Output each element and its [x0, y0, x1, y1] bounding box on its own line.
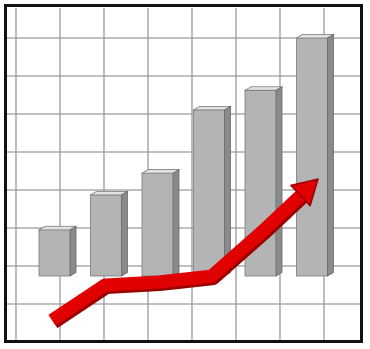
- bar-front-face: [38, 229, 71, 277]
- bar-series: [37, 33, 335, 277]
- bar-side-face: [327, 33, 334, 277]
- bar-side-face: [224, 105, 231, 277]
- trend-arrow-head: [290, 178, 319, 207]
- bar-front-face: [141, 172, 174, 277]
- trend-arrow-line: [48, 188, 308, 326]
- bar-front-face: [193, 109, 225, 277]
- bar-side-face: [275, 86, 283, 277]
- bar-side-face: [121, 190, 128, 277]
- bar-front-face: [90, 194, 122, 277]
- bar: [37, 225, 78, 277]
- bar: [140, 168, 181, 277]
- bar-side-face: [69, 225, 77, 277]
- bar-front-face: [296, 37, 328, 277]
- bar: [192, 105, 232, 277]
- bar-side-face: [172, 168, 180, 277]
- bar: [295, 33, 335, 277]
- trend-arrow-group: [48, 178, 319, 329]
- bar: [89, 190, 129, 277]
